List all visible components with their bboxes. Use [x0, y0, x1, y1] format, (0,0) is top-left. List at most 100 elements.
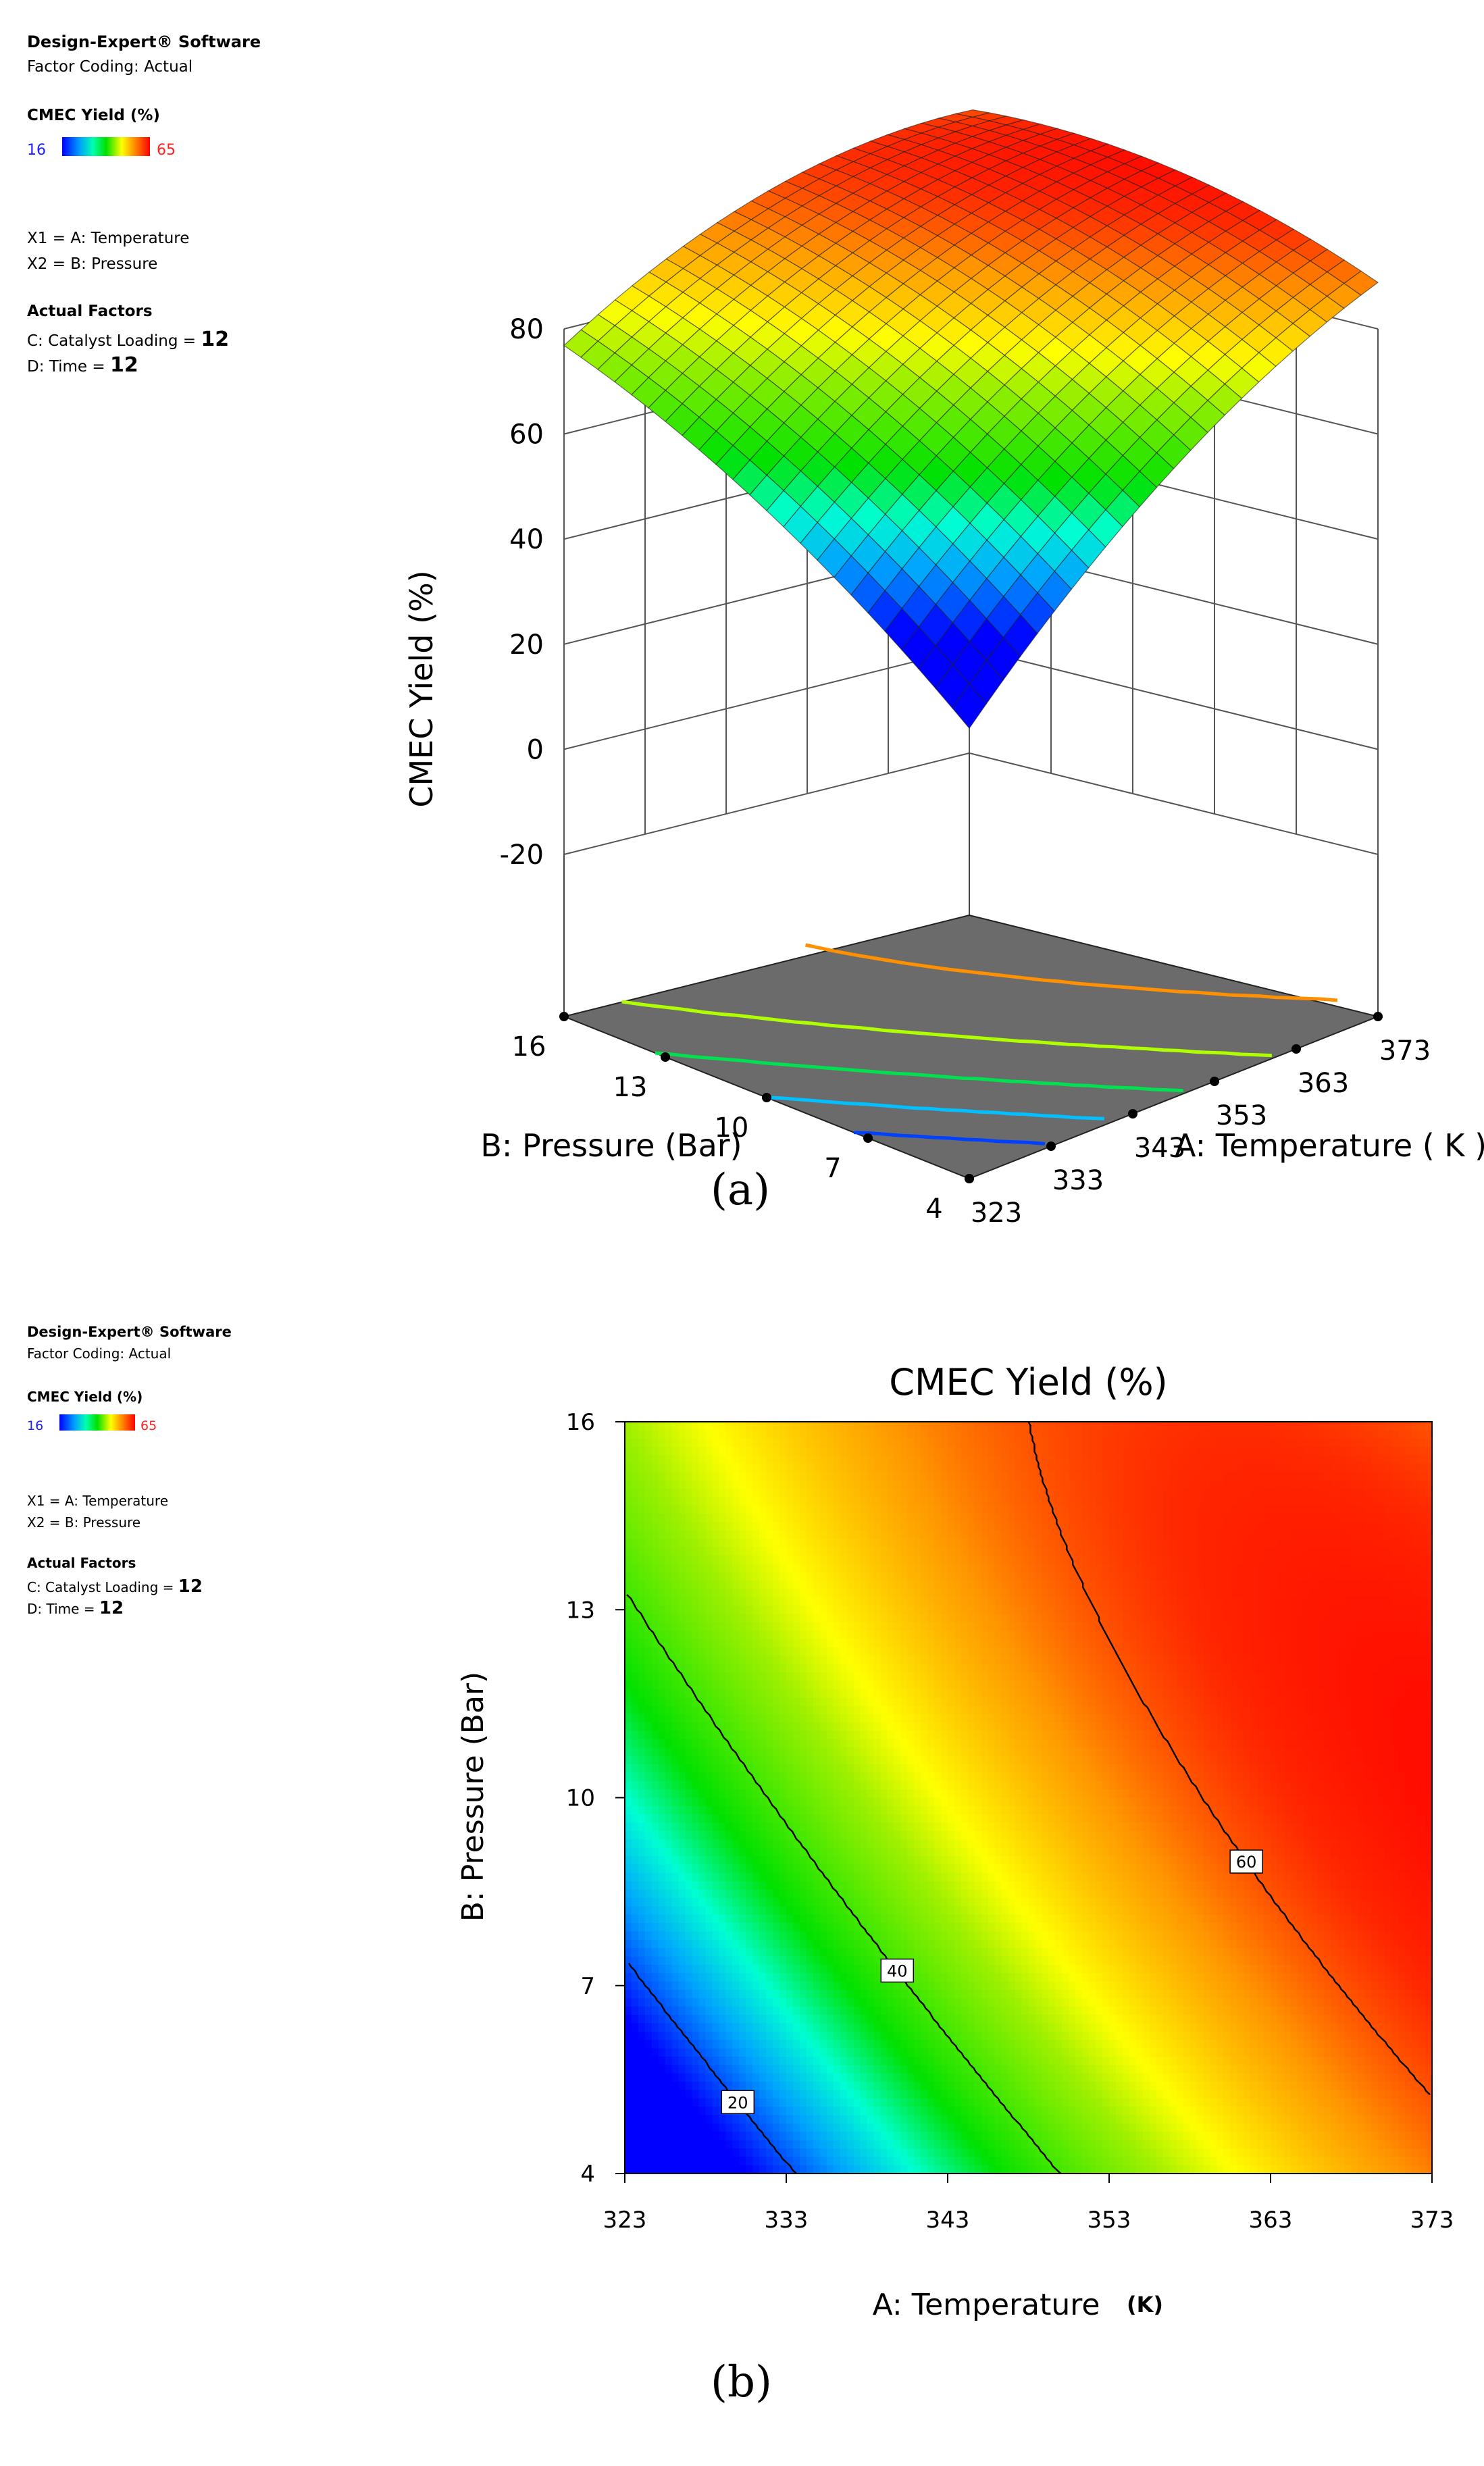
contour-cell	[759, 1889, 767, 1899]
contour-cell	[806, 1589, 814, 1598]
contour-cell	[880, 2115, 888, 2124]
contour-cell	[725, 1923, 733, 1932]
contour-cell	[779, 2157, 787, 2166]
contour-cell	[698, 1639, 707, 1648]
contour-cell	[853, 2115, 861, 2124]
contour-cell	[799, 1514, 807, 1522]
contour-cell	[806, 1547, 814, 1556]
contour-cell	[698, 1931, 707, 1941]
contour-cell	[799, 1572, 807, 1581]
contour-cell	[846, 1764, 854, 1773]
contour-cell	[887, 2073, 894, 2082]
contour-cell	[766, 1472, 773, 1481]
contour-cell	[833, 1547, 841, 1556]
contour-cell	[692, 1430, 700, 1439]
contour-cell	[625, 1630, 632, 1640]
contour-cell	[625, 1856, 632, 1866]
contour-cell	[671, 1422, 680, 1431]
contour-cell	[914, 1455, 921, 1464]
contour-cell	[887, 1622, 894, 1631]
contour-cell	[705, 2090, 713, 2099]
contour-cell	[853, 1856, 861, 1866]
contour-cell	[638, 1697, 646, 1707]
contour-cell	[651, 1755, 659, 1765]
contour-cell	[792, 2048, 800, 2057]
contour-cell	[651, 1998, 659, 2007]
contour-cell	[732, 1497, 740, 1506]
contour-cell	[625, 1647, 632, 1656]
contour-cell	[746, 1606, 753, 1615]
contour-cell	[773, 1964, 780, 1974]
contour-cell	[806, 1714, 814, 1723]
contour-cell	[840, 2148, 848, 2157]
contour-cell	[914, 1655, 921, 1665]
contour-cell	[792, 1505, 800, 1514]
contour-cell	[671, 1488, 680, 1497]
contour-cell	[867, 1989, 875, 1999]
contour-cell	[732, 1455, 740, 1464]
contour-cell	[806, 1864, 814, 1874]
contour-cell	[698, 1998, 707, 2007]
contour-cell	[833, 1614, 841, 1623]
contour-cell	[665, 2056, 673, 2065]
contour-cell	[712, 2148, 720, 2157]
contour-cell	[766, 1989, 773, 1999]
contour-cell	[725, 2023, 733, 2032]
contour-cell	[766, 1572, 773, 1581]
contour-cell	[766, 1422, 773, 1431]
contour-cell	[678, 1714, 686, 1723]
contour-cell	[671, 2123, 680, 2132]
contour-cell	[941, 2098, 948, 2107]
contour-cell	[833, 2123, 841, 2132]
contour-cell	[846, 1722, 854, 1732]
contour-cell	[833, 1772, 841, 1782]
contour-cell	[806, 1780, 814, 1790]
contour-cell	[644, 1730, 653, 1740]
contour-cell	[779, 1864, 787, 1874]
contour-cell	[692, 1906, 700, 1916]
contour-cell	[941, 1438, 948, 1447]
contour-cell	[671, 1606, 680, 1615]
contour-cell	[658, 1789, 666, 1799]
contour-cell	[644, 1956, 653, 1966]
contour-cell	[840, 2031, 848, 2040]
contour-cell	[719, 1747, 726, 1757]
contour-cell	[792, 1622, 800, 1631]
contour-cell	[644, 1530, 653, 1539]
contour-cell	[887, 1455, 894, 1464]
contour-cell	[625, 2115, 632, 2124]
contour-cell	[806, 1455, 814, 1464]
contour-cell	[625, 1655, 632, 1665]
contour-cell	[779, 1989, 787, 1999]
contour-cell	[638, 2073, 646, 2082]
contour-cell	[773, 1664, 780, 1673]
contour-cell	[934, 2015, 942, 2024]
contour-cell	[792, 1814, 800, 1824]
contour-cell	[921, 1714, 928, 1723]
contour-cell	[625, 1689, 632, 1698]
contour-cell	[739, 2165, 746, 2174]
contour-cell	[846, 1564, 854, 1573]
contour-cell	[873, 1789, 881, 1799]
contour-cell	[900, 1697, 908, 1707]
contour-cell	[867, 1564, 875, 1573]
contour-cell	[739, 1973, 746, 1982]
contour-cell	[840, 1505, 848, 1514]
contour-cell	[880, 2081, 888, 2090]
contour-cell	[826, 1606, 834, 1615]
contour-cell	[685, 1805, 693, 1815]
contour-cell	[894, 2098, 901, 2107]
contour-cell	[698, 1614, 707, 1623]
contour-cell	[651, 1780, 659, 1790]
contour-cell	[671, 1547, 680, 1556]
contour-cell	[638, 2165, 646, 2174]
contour-cell	[799, 1747, 807, 1757]
contour-cell	[725, 2073, 733, 2082]
factor-d-label: D: Time =	[27, 358, 105, 376]
contour-cell	[625, 1564, 632, 1573]
contour-cell	[644, 1722, 653, 1732]
contour-cell	[921, 2107, 928, 2116]
contour-cell	[860, 1497, 868, 1506]
contour-cell	[880, 1939, 888, 1949]
contour-cell	[927, 1564, 935, 1573]
